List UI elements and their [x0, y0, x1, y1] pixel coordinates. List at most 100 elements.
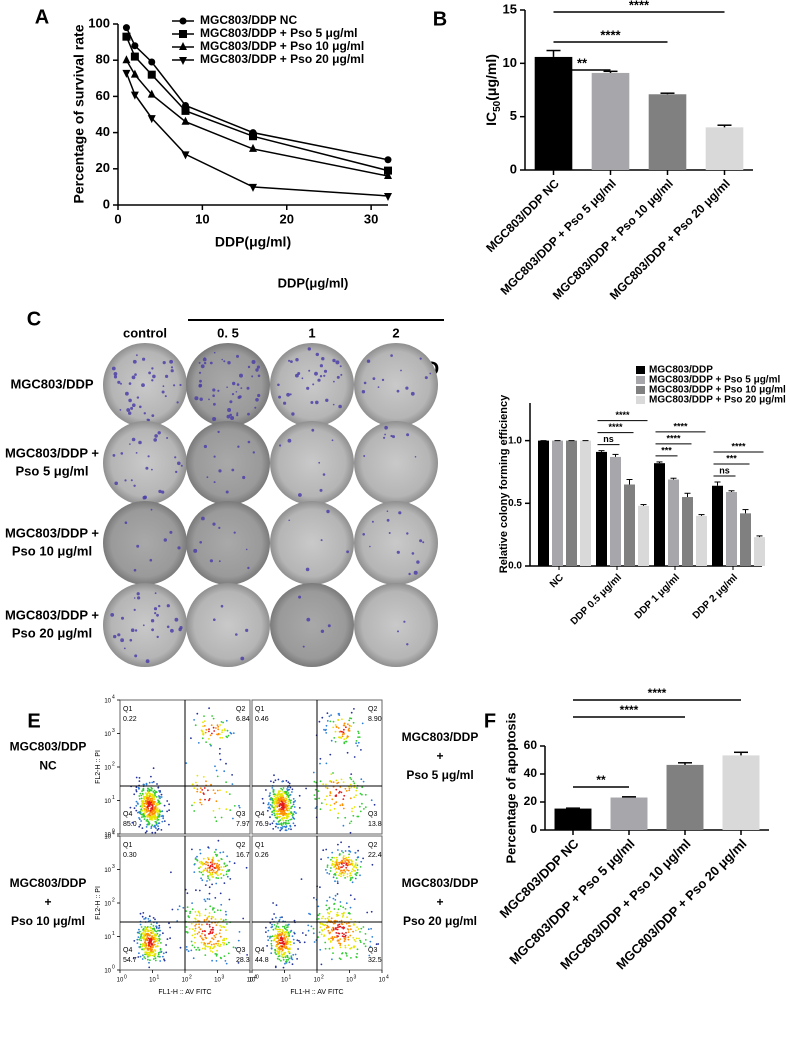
colony [230, 416, 235, 420]
event-dot [151, 824, 154, 827]
colony [386, 510, 389, 512]
event-dot [301, 932, 304, 934]
event-dot [226, 729, 229, 732]
culture-dish [270, 501, 354, 585]
event-dot [150, 931, 152, 934]
event-dot [281, 955, 283, 958]
event-dot [277, 778, 280, 781]
event-dot [290, 955, 293, 957]
event-dot [145, 801, 148, 803]
colony [239, 373, 243, 378]
event-dot [157, 942, 159, 945]
colony [217, 430, 220, 434]
event-dot [334, 927, 337, 930]
colony [112, 454, 116, 457]
significance-label: **** [648, 686, 667, 700]
event-dot [209, 743, 212, 746]
event-dot [215, 960, 218, 962]
event-dot [283, 943, 285, 946]
event-dot [199, 852, 202, 855]
y-tick-exponent: 0 [112, 964, 115, 970]
colony [333, 380, 335, 383]
event-dot [204, 731, 207, 734]
event-dot [220, 903, 223, 906]
x-tick-base: 10 [182, 978, 189, 984]
event-dot [338, 736, 340, 739]
colony [139, 405, 142, 409]
quadrant-value: 85.0 [123, 821, 137, 828]
colony [124, 479, 127, 482]
event-dot [135, 804, 138, 807]
event-dot [145, 803, 148, 805]
colony [314, 371, 318, 376]
event-dot [265, 931, 267, 933]
event-dot [371, 936, 374, 938]
event-dot [162, 814, 164, 817]
event-dot [265, 926, 267, 929]
colony [247, 566, 250, 570]
colony [169, 359, 174, 364]
colony [218, 526, 221, 530]
event-dot [154, 826, 157, 828]
event-dot [351, 868, 354, 870]
event-dot [289, 786, 292, 789]
bar [554, 808, 592, 830]
event-dot [145, 951, 148, 954]
event-dot [208, 892, 211, 895]
event-dot [329, 804, 332, 807]
legend-swatch [636, 396, 645, 404]
event-dot [220, 866, 223, 868]
event-dot [207, 864, 210, 867]
event-dot [325, 732, 328, 734]
event-dot [287, 948, 289, 951]
event-dot [348, 853, 350, 856]
event-dot [216, 940, 219, 943]
event-dot [204, 945, 207, 948]
event-dot [287, 802, 290, 805]
quadrant-value: 0.26 [255, 852, 269, 859]
event-dot [211, 959, 214, 962]
event-dot [281, 827, 284, 830]
event-dot [139, 812, 141, 814]
culture-dish [103, 421, 187, 505]
event-dot [211, 859, 214, 862]
event-dot [322, 783, 325, 786]
event-dot [269, 807, 272, 810]
event-dot [268, 794, 271, 797]
row-label: Pso 10 μg/ml [12, 543, 92, 558]
event-dot [282, 930, 284, 933]
colony [220, 604, 224, 608]
event-dot [344, 816, 347, 819]
event-dot [228, 860, 231, 863]
event-dot [162, 955, 164, 958]
event-dot [214, 871, 217, 874]
event-dot [267, 803, 269, 806]
event-dot [156, 783, 158, 785]
data-point [249, 183, 257, 192]
event-dot [217, 874, 219, 877]
quadrant-name: Q1 [255, 842, 264, 849]
event-dot [290, 957, 293, 960]
event-dot [150, 786, 153, 789]
x-tick-base: 10 [117, 978, 124, 984]
event-dot [148, 781, 151, 784]
colony [288, 519, 291, 522]
event-dot [292, 938, 295, 941]
event-dot [207, 861, 209, 864]
event-dot [377, 943, 380, 945]
event-dot [342, 855, 345, 857]
culture-dish [186, 501, 270, 585]
event-dot [211, 937, 214, 940]
y-tick-base: 10 [104, 902, 111, 908]
colony [124, 521, 128, 524]
event-dot [211, 951, 214, 953]
event-dot [136, 938, 139, 941]
significance-label: **** [673, 421, 688, 431]
event-dot [274, 965, 277, 968]
event-dot [143, 800, 145, 802]
event-dot [214, 792, 217, 795]
legend-marker [179, 30, 187, 38]
event-dot [317, 936, 320, 938]
event-dot [207, 858, 210, 861]
event-dot [360, 860, 363, 863]
